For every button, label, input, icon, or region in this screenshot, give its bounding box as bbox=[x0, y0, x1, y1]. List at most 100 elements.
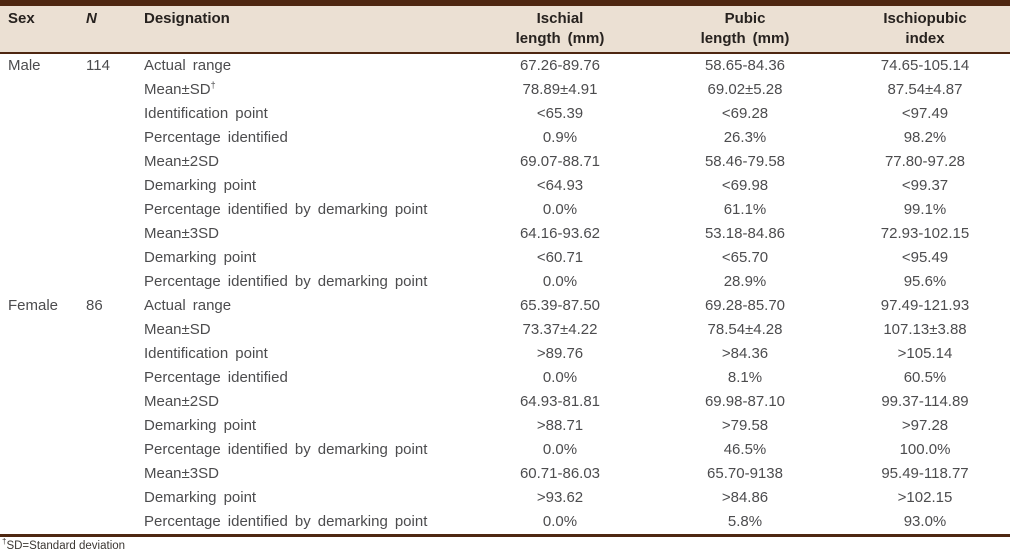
table-row: Percentage identified 0.9% 26.3% 98.2% bbox=[0, 126, 1010, 150]
cell-designation: Mean±2SD bbox=[136, 150, 470, 174]
cell-sex bbox=[0, 366, 78, 390]
table-row: Percentage identified by demarking point… bbox=[0, 438, 1010, 462]
cell-designation: Percentage identified bbox=[136, 126, 470, 150]
cell-ischiopubic-index: 87.54±4.87 bbox=[887, 81, 963, 98]
cell-n bbox=[78, 390, 136, 414]
table-row: Demarking point >93.62 >84.86 >102.15 bbox=[0, 486, 1010, 510]
table-row: Female 86 Actual range 65.39-87.50 69.28… bbox=[0, 294, 1010, 318]
cell-designation: Demarking point bbox=[136, 414, 470, 438]
cell-designation: Demarking point bbox=[136, 174, 470, 198]
cell-pubic-length: 58.65-84.36 bbox=[704, 57, 786, 74]
cell-n bbox=[78, 102, 136, 126]
cell-designation: Actual range bbox=[136, 294, 470, 318]
cell-pubic-length: 46.5% bbox=[723, 441, 767, 458]
table-row: Mean±SD† 78.89±4.91 69.02±5.28 87.54±4.8… bbox=[0, 78, 1010, 102]
col-header-index-line2: index bbox=[905, 30, 945, 47]
designation-label: Percentage identified bbox=[144, 129, 288, 146]
cell-ischial-length: <65.39 bbox=[536, 105, 584, 122]
cell-n bbox=[78, 222, 136, 246]
cell-ischial-length: 0.0% bbox=[542, 201, 578, 218]
sex-determination-results-table: Sex N Designation Ischial length (mm) Pu… bbox=[0, 0, 1010, 537]
col-header-ischial-length: Ischial length (mm) bbox=[470, 3, 650, 54]
cell-pubic-length: 28.9% bbox=[723, 273, 767, 290]
cell-sex bbox=[0, 462, 78, 486]
cell-pubic-length: 8.1% bbox=[727, 369, 763, 386]
cell-designation: Percentage identified by demarking point bbox=[136, 510, 470, 536]
cell-ischiopubic-index: <97.49 bbox=[901, 105, 949, 122]
cell-ischial-length: 0.0% bbox=[542, 369, 578, 386]
cell-n: 114 bbox=[86, 57, 110, 74]
cell-ischiopubic-index: 99.37-114.89 bbox=[881, 393, 969, 410]
cell-ischiopubic-index: 97.49-121.93 bbox=[880, 297, 970, 314]
cell-ischiopubic-index: 107.13±3.88 bbox=[883, 321, 967, 338]
cell-ischial-length: >88.71 bbox=[536, 417, 584, 434]
cell-n bbox=[78, 486, 136, 510]
col-header-ischiopubic-index: Ischiopubic index bbox=[840, 3, 1010, 54]
designation-label: Mean±SD bbox=[144, 321, 211, 338]
cell-ischial-length: 64.16-93.62 bbox=[519, 225, 601, 242]
cell-ischiopubic-index: <99.37 bbox=[901, 177, 949, 194]
cell-sex bbox=[0, 198, 78, 222]
cell-designation: Percentage identified bbox=[136, 366, 470, 390]
cell-sex: Female bbox=[8, 297, 59, 314]
table-row: Mean±3SD 64.16-93.62 53.18-84.86 72.93-1… bbox=[0, 222, 1010, 246]
cell-pubic-length: 58.46-79.58 bbox=[704, 153, 786, 170]
table-row: Percentage identified by demarking point… bbox=[0, 510, 1010, 536]
designation-label: Mean±SD bbox=[144, 81, 211, 98]
cell-pubic-length: 69.28-85.70 bbox=[704, 297, 786, 314]
cell-ischial-length: <64.93 bbox=[536, 177, 584, 194]
cell-n bbox=[78, 150, 136, 174]
cell-pubic-length: 69.02±5.28 bbox=[707, 81, 783, 98]
table-row: Percentage identified 0.0% 8.1% 60.5% bbox=[0, 366, 1010, 390]
col-header-ischial-line2: length (mm) bbox=[515, 30, 605, 47]
cell-sex bbox=[0, 318, 78, 342]
col-header-pubic-length: Pubic length (mm) bbox=[650, 3, 840, 54]
designation-label: Mean±2SD bbox=[144, 153, 219, 170]
cell-ischial-length: >93.62 bbox=[536, 489, 584, 506]
designation-label: Mean±3SD bbox=[144, 465, 219, 482]
cell-designation: Percentage identified by demarking point bbox=[136, 270, 470, 294]
cell-sex bbox=[0, 150, 78, 174]
cell-sex bbox=[0, 126, 78, 150]
cell-n bbox=[78, 438, 136, 462]
footnote: †SD=Standard deviation bbox=[0, 537, 1010, 553]
cell-ischiopubic-index: 60.5% bbox=[903, 369, 947, 386]
cell-ischial-length: 73.37±4.22 bbox=[522, 321, 598, 338]
cell-ischiopubic-index: >97.28 bbox=[901, 417, 949, 434]
col-header-designation: Designation bbox=[136, 3, 470, 54]
cell-designation: Mean±3SD bbox=[136, 462, 470, 486]
cell-designation: Mean±SD bbox=[136, 318, 470, 342]
table-row: Mean±2SD 64.93-81.81 69.98-87.10 99.37-1… bbox=[0, 390, 1010, 414]
cell-sex bbox=[0, 246, 78, 270]
cell-sex bbox=[0, 486, 78, 510]
cell-pubic-length: 78.54±4.28 bbox=[707, 321, 783, 338]
cell-ischiopubic-index: <95.49 bbox=[901, 249, 949, 266]
cell-n bbox=[78, 510, 136, 536]
cell-designation: Identification point bbox=[136, 102, 470, 126]
footnote-text: SD=Standard deviation bbox=[6, 540, 126, 552]
cell-ischiopubic-index: 95.6% bbox=[903, 273, 947, 290]
col-header-ischial-line1: Ischial bbox=[536, 10, 584, 27]
cell-n bbox=[78, 126, 136, 150]
designation-label: Actual range bbox=[144, 57, 232, 74]
col-header-index-line1: Ischiopubic bbox=[883, 10, 967, 27]
table-row: Male 114 Actual range 67.26-89.76 58.65-… bbox=[0, 53, 1010, 78]
cell-designation: Demarking point bbox=[136, 246, 470, 270]
cell-pubic-length: 65.70-9138 bbox=[707, 465, 783, 482]
cell-pubic-length: <69.98 bbox=[721, 177, 769, 194]
cell-sex bbox=[0, 342, 78, 366]
designation-label: Demarking point bbox=[144, 417, 257, 434]
cell-sex bbox=[0, 510, 78, 536]
cell-sex bbox=[0, 174, 78, 198]
table-row: Identification point <65.39 <69.28 <97.4… bbox=[0, 102, 1010, 126]
cell-designation: Mean±2SD bbox=[136, 390, 470, 414]
designation-label: Demarking point bbox=[144, 177, 257, 194]
table-row: Mean±3SD 60.71-86.03 65.70-9138 95.49-11… bbox=[0, 462, 1010, 486]
cell-n bbox=[78, 414, 136, 438]
table-row: Demarking point <60.71 <65.70 <95.49 bbox=[0, 246, 1010, 270]
col-header-n: N bbox=[78, 3, 136, 54]
cell-ischial-length: <60.71 bbox=[536, 249, 584, 266]
cell-ischiopubic-index: 74.65-105.14 bbox=[880, 57, 970, 74]
table-row: Percentage identified by demarking point… bbox=[0, 270, 1010, 294]
cell-pubic-length: 5.8% bbox=[727, 513, 763, 530]
